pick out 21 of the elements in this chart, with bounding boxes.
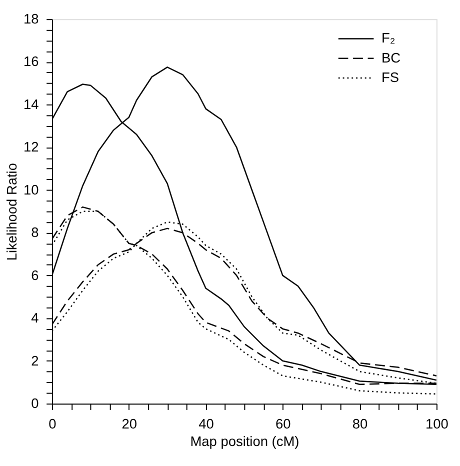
y-tick-label: 12 xyxy=(23,140,39,155)
y-tick-label: 2 xyxy=(31,353,39,368)
x-tick-label: 60 xyxy=(276,416,292,432)
x-tick-label: 0 xyxy=(48,416,57,432)
y-axis-title: Likelihood Ratio xyxy=(4,162,20,261)
legend-label: FS xyxy=(382,70,400,85)
y-tick-label: 6 xyxy=(31,268,40,283)
y-tick-label: 4 xyxy=(31,310,40,326)
x-tick-label: 80 xyxy=(352,416,368,432)
y-tick-label: 18 xyxy=(23,12,40,27)
legend-label: BC xyxy=(382,50,401,66)
x-tick-label: 20 xyxy=(122,416,138,432)
y-tick-label: 16 xyxy=(23,54,40,70)
legend-label: F₂ xyxy=(382,30,396,46)
y-tick-label: 14 xyxy=(23,96,40,112)
y-tick-label: 8 xyxy=(31,225,40,240)
x-tick-label: 100 xyxy=(426,416,449,432)
x-tick-label: 40 xyxy=(198,416,214,432)
y-tick-label: 10 xyxy=(23,182,40,198)
y-tick-label: 0 xyxy=(31,396,40,411)
x-axis-title: Map position (cM) xyxy=(190,434,300,450)
